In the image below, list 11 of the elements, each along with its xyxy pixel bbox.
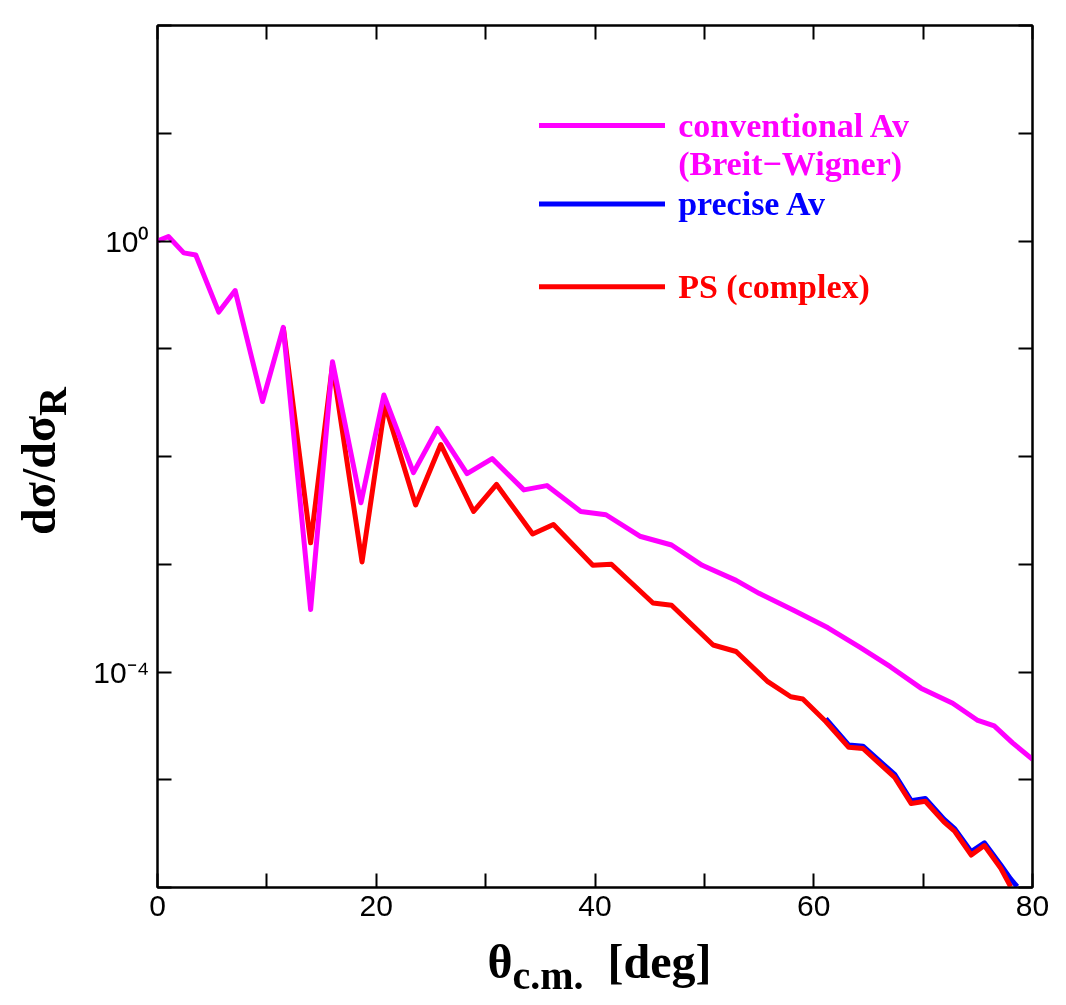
x-tick-label: 60 [797,888,831,922]
legend-label: precise Av [678,185,826,223]
x-tick-label: 80 [1015,888,1050,922]
x-tick-label: 40 [578,888,612,922]
x-tick-label: 20 [359,888,393,922]
y-tick-label: 10⁻⁴ [93,655,150,689]
legend-label: conventional Av (Breit−Wigner) [678,106,909,183]
legend-label: PS (complex) [678,268,870,307]
x-tick-label: 0 [149,888,166,922]
y-tick-label: 10⁰ [105,224,150,258]
x-axis-title: θ$_{c.m.}$ [deg] [486,935,713,1000]
